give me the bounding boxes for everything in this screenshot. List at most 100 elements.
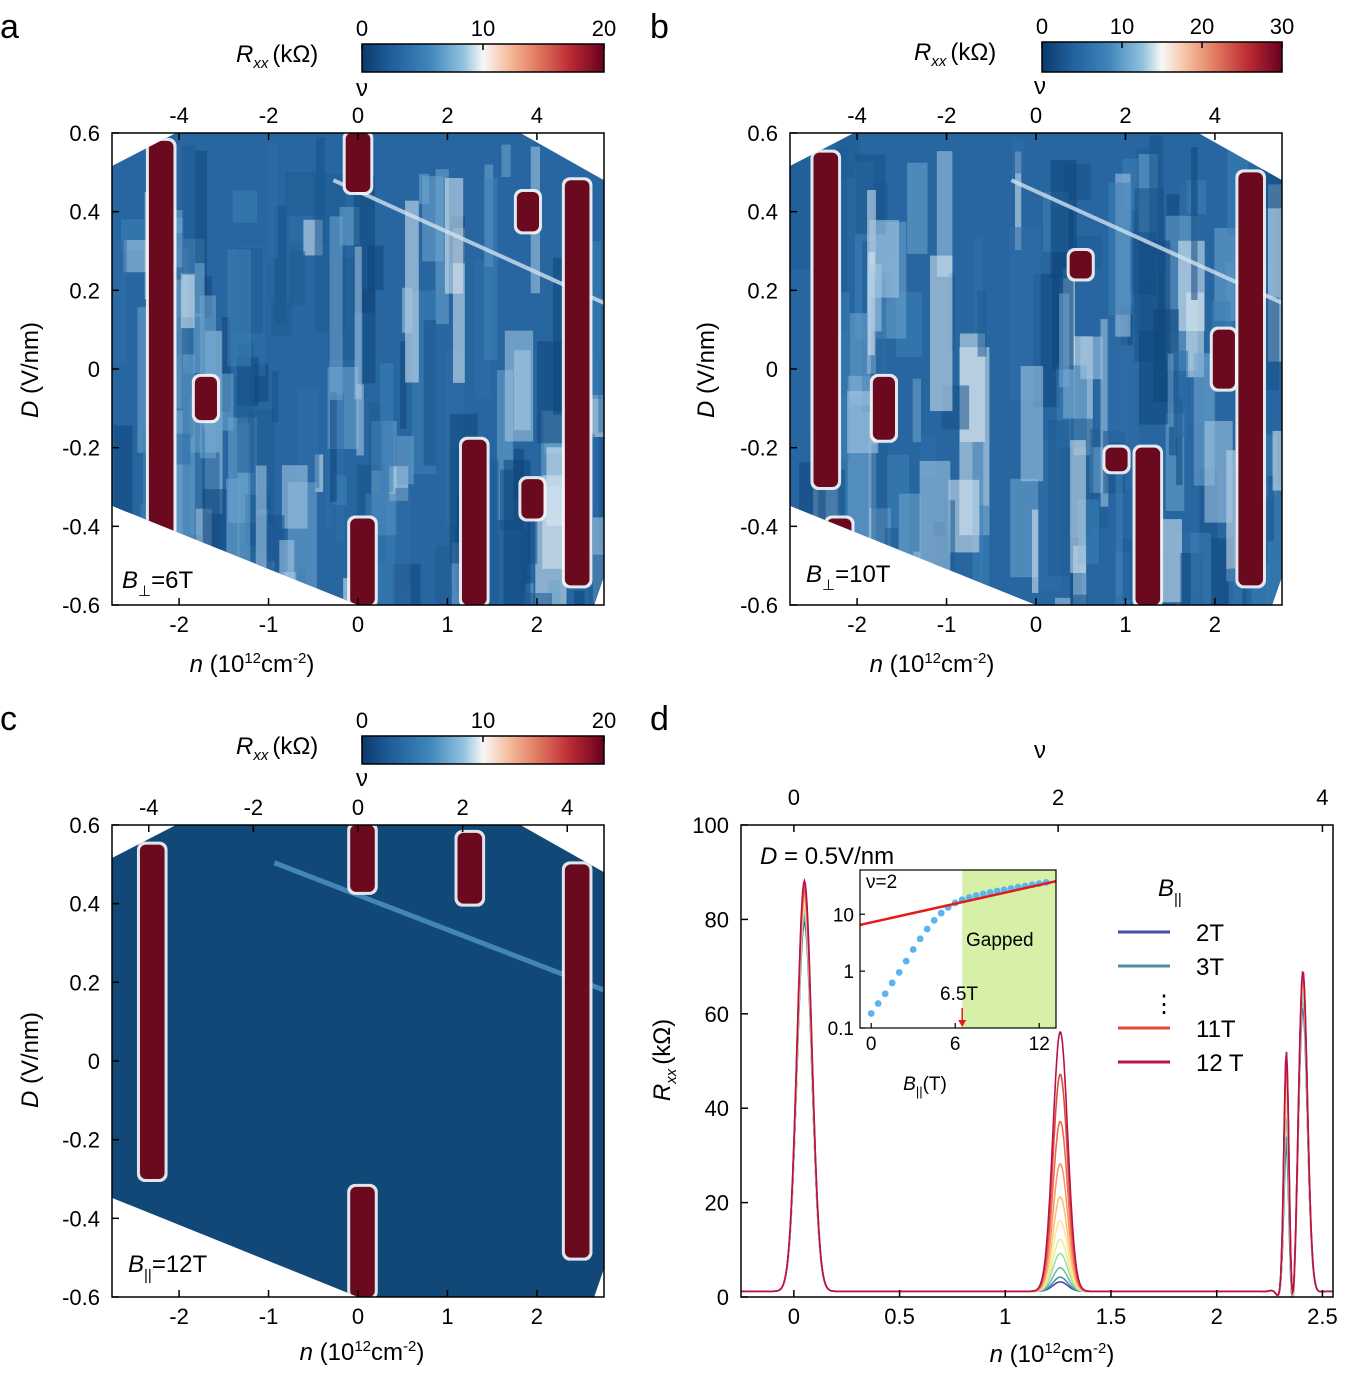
y-tick-label: 0.4 bbox=[69, 892, 100, 917]
colorbar-tick-label: 20 bbox=[592, 16, 616, 41]
y-tick-label: 0.6 bbox=[747, 121, 778, 146]
y-tick-label: 0 bbox=[88, 1049, 100, 1074]
top-tick-label: 4 bbox=[531, 103, 543, 128]
x-tick-label: 2 bbox=[1209, 612, 1221, 637]
panel-label-c: c bbox=[0, 700, 17, 738]
x-tick-label: -1 bbox=[259, 612, 279, 637]
x-tick-label: 0 bbox=[788, 1304, 800, 1329]
heatmap-texture bbox=[790, 154, 811, 270]
heatmap-texture bbox=[919, 460, 951, 589]
inset-point bbox=[881, 990, 889, 998]
heatmap-texture bbox=[285, 171, 317, 216]
heatmap-texture bbox=[255, 465, 267, 605]
heatmap-texture bbox=[1167, 353, 1174, 427]
heatmap-texture bbox=[929, 255, 953, 412]
heatmap-texture bbox=[898, 493, 921, 605]
inset-x-tick-label: 0 bbox=[866, 1034, 877, 1055]
inset-point bbox=[874, 1000, 882, 1007]
heatmap-texture bbox=[452, 228, 465, 383]
inset-point bbox=[979, 890, 987, 898]
heatmap-texture bbox=[552, 257, 563, 415]
feature-resistive-stripe bbox=[564, 180, 590, 586]
feature-resistive-spot bbox=[194, 376, 217, 421]
heatmap-texture bbox=[435, 545, 451, 605]
inset-point bbox=[972, 892, 980, 899]
heatmap-texture bbox=[1272, 430, 1282, 491]
y-tick-label: 0 bbox=[766, 357, 778, 382]
top-tick-label: 4 bbox=[1209, 103, 1221, 128]
heatmap-texture bbox=[1107, 313, 1128, 443]
heatmap-texture bbox=[1191, 147, 1198, 300]
x-tick-label: 0.5 bbox=[884, 1304, 915, 1329]
top-axis-c-label: ν bbox=[356, 765, 368, 792]
heatmap-texture bbox=[1228, 568, 1243, 605]
y-axis-c-label: D (V/nm) bbox=[17, 1012, 44, 1108]
colorbar-tick-label: 10 bbox=[471, 16, 495, 41]
inset-y-tick-label: 1 bbox=[843, 962, 854, 983]
y-tick-label: 0.2 bbox=[69, 278, 100, 303]
colorbar-tick-label: 10 bbox=[1110, 14, 1134, 39]
heatmap-texture bbox=[324, 449, 334, 529]
y-tick-label: -0.6 bbox=[62, 593, 100, 618]
y-axis-b-label: D (V/nm) bbox=[693, 322, 720, 418]
inset-fit-line bbox=[860, 880, 1056, 927]
inset-x-label: B||(T) bbox=[903, 1074, 947, 1099]
plot-frame bbox=[740, 824, 1334, 1298]
heatmap-texture bbox=[278, 572, 296, 605]
x-axis-c-label: n (1012cm-2) bbox=[300, 1338, 425, 1366]
heatmap-texture bbox=[1058, 293, 1070, 388]
inset-point bbox=[888, 979, 896, 987]
y-tick-label: 80 bbox=[705, 907, 729, 932]
heatmap-texture bbox=[289, 251, 306, 306]
top-tick-label: 0 bbox=[352, 795, 364, 820]
panel-label-d: d bbox=[650, 700, 669, 738]
heatmap-texture bbox=[221, 317, 231, 412]
heatmap-texture bbox=[1100, 319, 1109, 507]
feature-resistive-stripe bbox=[564, 864, 590, 1258]
colorbar-tick-label: 0 bbox=[356, 16, 368, 41]
legend-title: B|| bbox=[1158, 875, 1182, 908]
inset-point bbox=[916, 935, 924, 943]
heatmap-texture bbox=[504, 330, 534, 442]
heatmap-texture bbox=[402, 287, 413, 333]
y-tick-label: -0.4 bbox=[62, 514, 100, 539]
heatmap-texture bbox=[170, 279, 183, 409]
heatmap-texture bbox=[1071, 594, 1088, 605]
y-tick-label: 0.4 bbox=[747, 200, 778, 225]
top-tick-label: 4 bbox=[1316, 785, 1328, 810]
x-tick-label: 0 bbox=[1030, 612, 1042, 637]
y-axis-d-label: Rxx(kΩ) bbox=[649, 1019, 680, 1101]
colorbar-tick-label: 30 bbox=[1270, 14, 1294, 39]
top-axis-d-label: ν bbox=[1034, 737, 1046, 764]
heatmap-texture bbox=[1174, 350, 1189, 437]
inset-shaded-label: Gapped bbox=[966, 930, 1034, 951]
y-tick-label: 0.4 bbox=[69, 200, 100, 225]
heatmap-texture bbox=[840, 292, 850, 460]
heatmap-texture bbox=[574, 590, 585, 605]
panel-c: Rxx (kΩ) ν n (1012cm-2) D (V/nm) B||=12T … bbox=[17, 708, 616, 1366]
heatmap-texture bbox=[849, 313, 871, 405]
colorbar-tick-label: 20 bbox=[1190, 14, 1214, 39]
inset-point bbox=[867, 1010, 875, 1017]
colorbar-b-label: Rxx (kΩ) bbox=[914, 39, 996, 70]
top-tick-label: -4 bbox=[847, 103, 867, 128]
y-tick-label: 40 bbox=[705, 1096, 729, 1121]
top-tick-label: 2 bbox=[1119, 103, 1131, 128]
inset-plot-area bbox=[860, 879, 1056, 1017]
x-tick-label: -1 bbox=[259, 1304, 279, 1329]
inset-point bbox=[895, 968, 903, 976]
y-tick-label: -0.6 bbox=[740, 593, 778, 618]
heatmap-texture bbox=[396, 435, 414, 485]
top-tick-label: 4 bbox=[561, 795, 573, 820]
colorbar bbox=[1041, 41, 1283, 73]
inset-x-tick-label: 6 bbox=[950, 1034, 961, 1055]
annotation-a: B⊥=6T bbox=[122, 567, 193, 600]
feature-resistive-stripe bbox=[350, 1186, 375, 1297]
heatmap-a bbox=[112, 133, 604, 605]
top-tick-label: -2 bbox=[244, 795, 264, 820]
heatmap-c bbox=[112, 825, 604, 1297]
heatmap-texture bbox=[836, 135, 860, 179]
x-tick-label: -2 bbox=[847, 612, 867, 637]
heatmap-texture bbox=[1012, 138, 1024, 174]
heatmap-texture bbox=[484, 178, 498, 361]
